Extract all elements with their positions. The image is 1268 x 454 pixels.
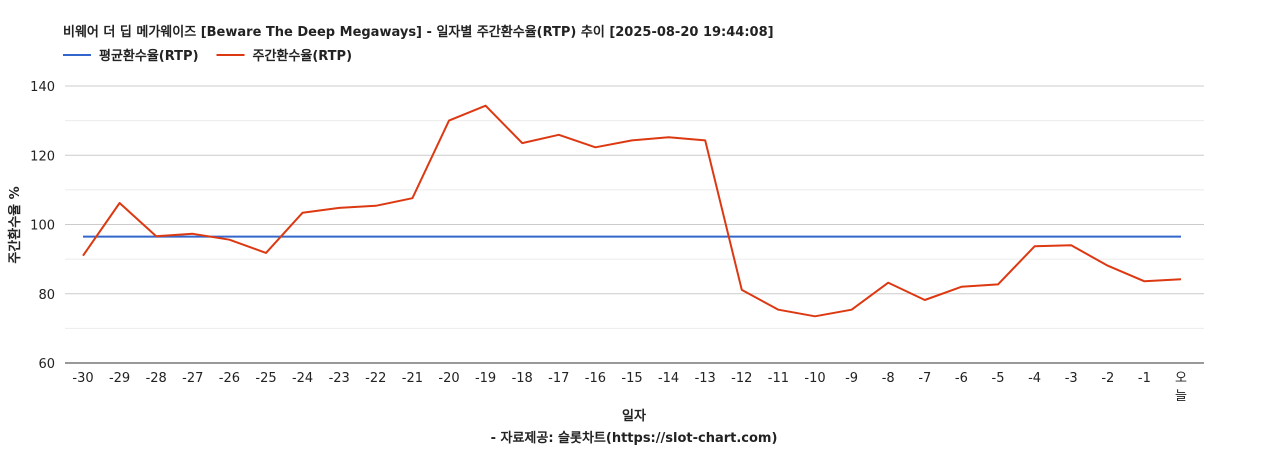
x-tick-label: -3 [1065,371,1078,386]
x-tick-label: -18 [512,371,533,386]
x-tick-label: -28 [146,371,167,386]
x-tick-label: -13 [695,371,716,386]
x-tick-label: -17 [548,371,569,386]
series-layer [82,104,1182,318]
y-tick-label: 80 [38,288,55,303]
x-tick-label: -22 [365,371,386,386]
x-tick-label: -5 [992,371,1005,386]
legend-item-2[interactable]: 주간환수율(RTP) [216,48,353,64]
y-tick-label: 140 [30,80,55,95]
x-tick-label: -2 [1101,371,1114,386]
y-axis-ticks: 60 80 100 120 140 [30,80,55,372]
x-tick-label: -23 [329,371,350,386]
series-line-2 [82,104,1182,318]
x-tick-label: -11 [768,371,789,386]
x-tick-label: -26 [219,371,240,386]
legend-item-1[interactable]: 평균환수율(RTP) [63,48,199,64]
x-tick-label: -27 [182,371,203,386]
x-tick-label: -9 [845,371,858,386]
x-tick-label: -29 [109,371,130,386]
x-tick-label: -20 [438,371,459,386]
y-tick-label: 100 [30,219,55,234]
x-tick-label: -30 [72,371,93,386]
x-tick-label: -19 [475,371,496,386]
legend-label: 주간환수율(RTP) [253,48,353,64]
x-axis-ticks: -30 -29 -28 -27 -26 -25 -24 -23 -22 -21 -20 -19 -18-… [72,371,1187,404]
x-tick-label: -7 [918,371,931,386]
grid [65,85,1204,364]
legend-label: 평균환수율(RTP) [99,48,199,64]
legend: 평균환수율(RTP) 주간환수율(RTP) [63,48,352,64]
x-tick-label: -16 [585,371,606,386]
x-tick-label: -8 [882,371,895,386]
x-tick-label: -15 [621,371,642,386]
x-tick-label: -6 [955,371,968,386]
x-tick-label: -21 [402,371,423,386]
x-tick-label: -10 [804,371,825,386]
x-tick-label: -12 [731,371,752,386]
source-note: - 자료제공: 슬롯차트(https://slot-chart.com) [491,430,778,446]
chart-title: 비웨어 더 딥 메가웨이즈 [Beware The Deep Megaways]… [63,24,774,40]
x-tick-label: -4 [1028,371,1041,386]
x-tick-label: -1 [1138,371,1151,386]
y-tick-label: 120 [30,149,55,164]
x-tick-label: -25 [255,371,276,386]
y-axis-title: 주간환수율 % [7,186,23,263]
x-tick-label: -24 [292,371,313,386]
x-tick-label: -14 [658,371,679,386]
y-tick-label: 60 [38,357,55,372]
x-axis-title: 일자 [622,409,646,424]
